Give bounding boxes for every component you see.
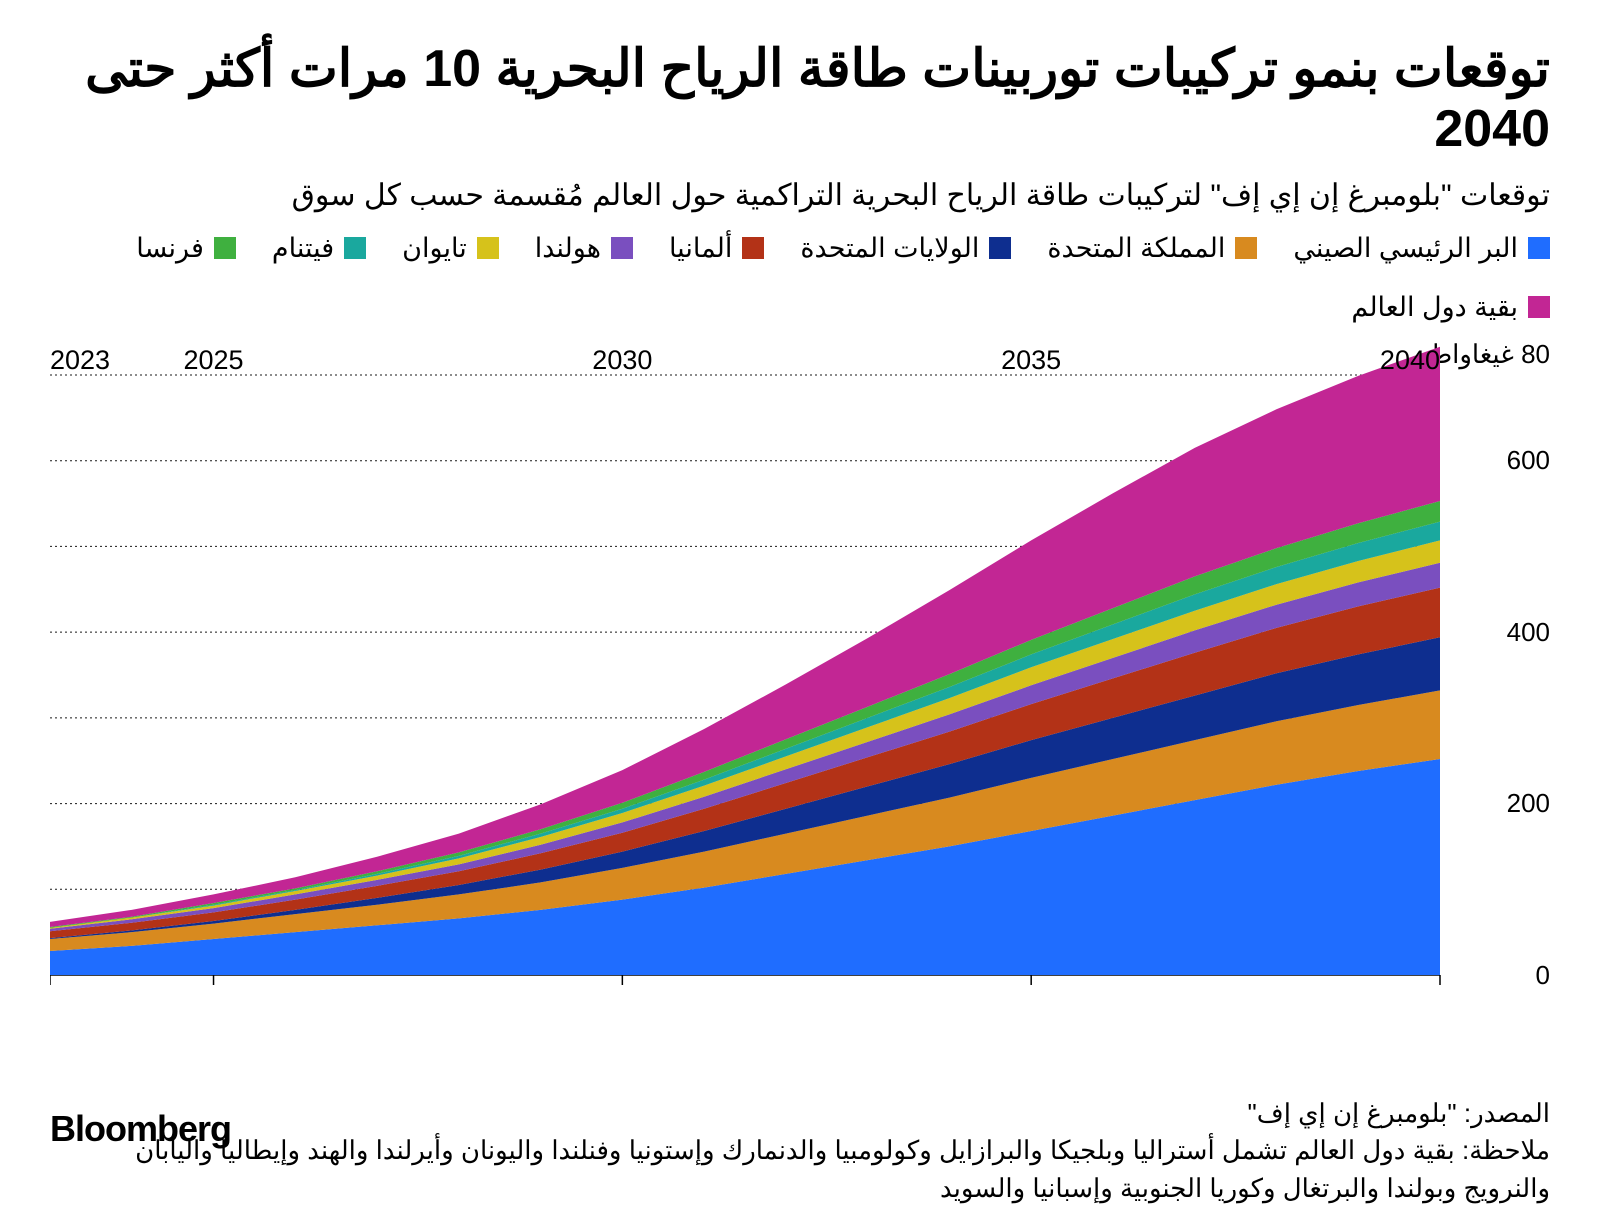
- chart-container: توقعات بنمو تركيبات توربينات طاقة الرياح…: [0, 0, 1600, 1190]
- x-tick-2025: 2025: [183, 345, 243, 376]
- legend-item-france: فرنسا: [136, 233, 236, 264]
- legend: البر الرئيسي الصيني المملكة المتحدة الولاي…: [50, 233, 1550, 323]
- legend-label-china: البر الرئيسي الصيني: [1293, 233, 1518, 264]
- chart-plot-area: 80 غيغاواط 0200400600 202320252030203520…: [50, 345, 1550, 1005]
- legend-label-us: الولايات المتحدة: [800, 233, 979, 264]
- legend-label-germany: ألمانيا: [669, 233, 732, 264]
- y-tick-200: 200: [1507, 788, 1550, 819]
- legend-label-nl: هولندا: [535, 233, 601, 264]
- legend-label-france: فرنسا: [136, 233, 204, 264]
- brand-logo: Bloomberg: [50, 1108, 231, 1150]
- legend-item-china: البر الرئيسي الصيني: [1293, 233, 1550, 264]
- x-tick-2030: 2030: [592, 345, 652, 376]
- legend-item-row: بقية دول العالم: [1351, 292, 1550, 323]
- legend-item-germany: ألمانيا: [669, 233, 764, 264]
- chart-footer: المصدر: "بلومبرغ إن إي إف" ملاحظة: بقية …: [50, 1095, 1550, 1208]
- legend-label-taiwan: تايوان: [402, 233, 467, 264]
- legend-item-vietnam: فيتنام: [272, 233, 366, 264]
- source-line: المصدر: "بلومبرغ إن إي إف": [50, 1095, 1550, 1133]
- legend-swatch-row: [1528, 296, 1550, 318]
- legend-swatch-us: [989, 237, 1011, 259]
- y-tick-400: 400: [1507, 617, 1550, 648]
- legend-swatch-taiwan: [477, 237, 499, 259]
- legend-label-uk: المملكة المتحدة: [1047, 233, 1225, 264]
- legend-swatch-germany: [742, 237, 764, 259]
- legend-swatch-nl: [611, 237, 633, 259]
- legend-swatch-vietnam: [344, 237, 366, 259]
- x-tick-2023: 2023: [50, 345, 110, 376]
- legend-label-vietnam: فيتنام: [272, 233, 334, 264]
- legend-swatch-france: [214, 237, 236, 259]
- legend-item-taiwan: تايوان: [402, 233, 499, 264]
- legend-item-uk: المملكة المتحدة: [1047, 233, 1257, 264]
- y-tick-600: 600: [1507, 445, 1550, 476]
- legend-swatch-china: [1528, 237, 1550, 259]
- x-tick-2035: 2035: [1001, 345, 1061, 376]
- x-tick-2040: 2040: [1380, 345, 1440, 376]
- legend-item-nl: هولندا: [535, 233, 633, 264]
- legend-swatch-uk: [1235, 237, 1257, 259]
- note-line: ملاحظة: بقية دول العالم تشمل أستراليا وب…: [50, 1132, 1550, 1207]
- chart-title: توقعات بنمو تركيبات توربينات طاقة الرياح…: [50, 40, 1550, 160]
- legend-label-row: بقية دول العالم: [1351, 292, 1518, 323]
- y-tick-0: 0: [1536, 960, 1550, 991]
- legend-item-us: الولايات المتحدة: [800, 233, 1011, 264]
- area-chart-svg: [50, 345, 1550, 985]
- chart-subtitle: توقعات "بلومبرغ إن إي إف" لتركيبات طاقة …: [50, 178, 1550, 213]
